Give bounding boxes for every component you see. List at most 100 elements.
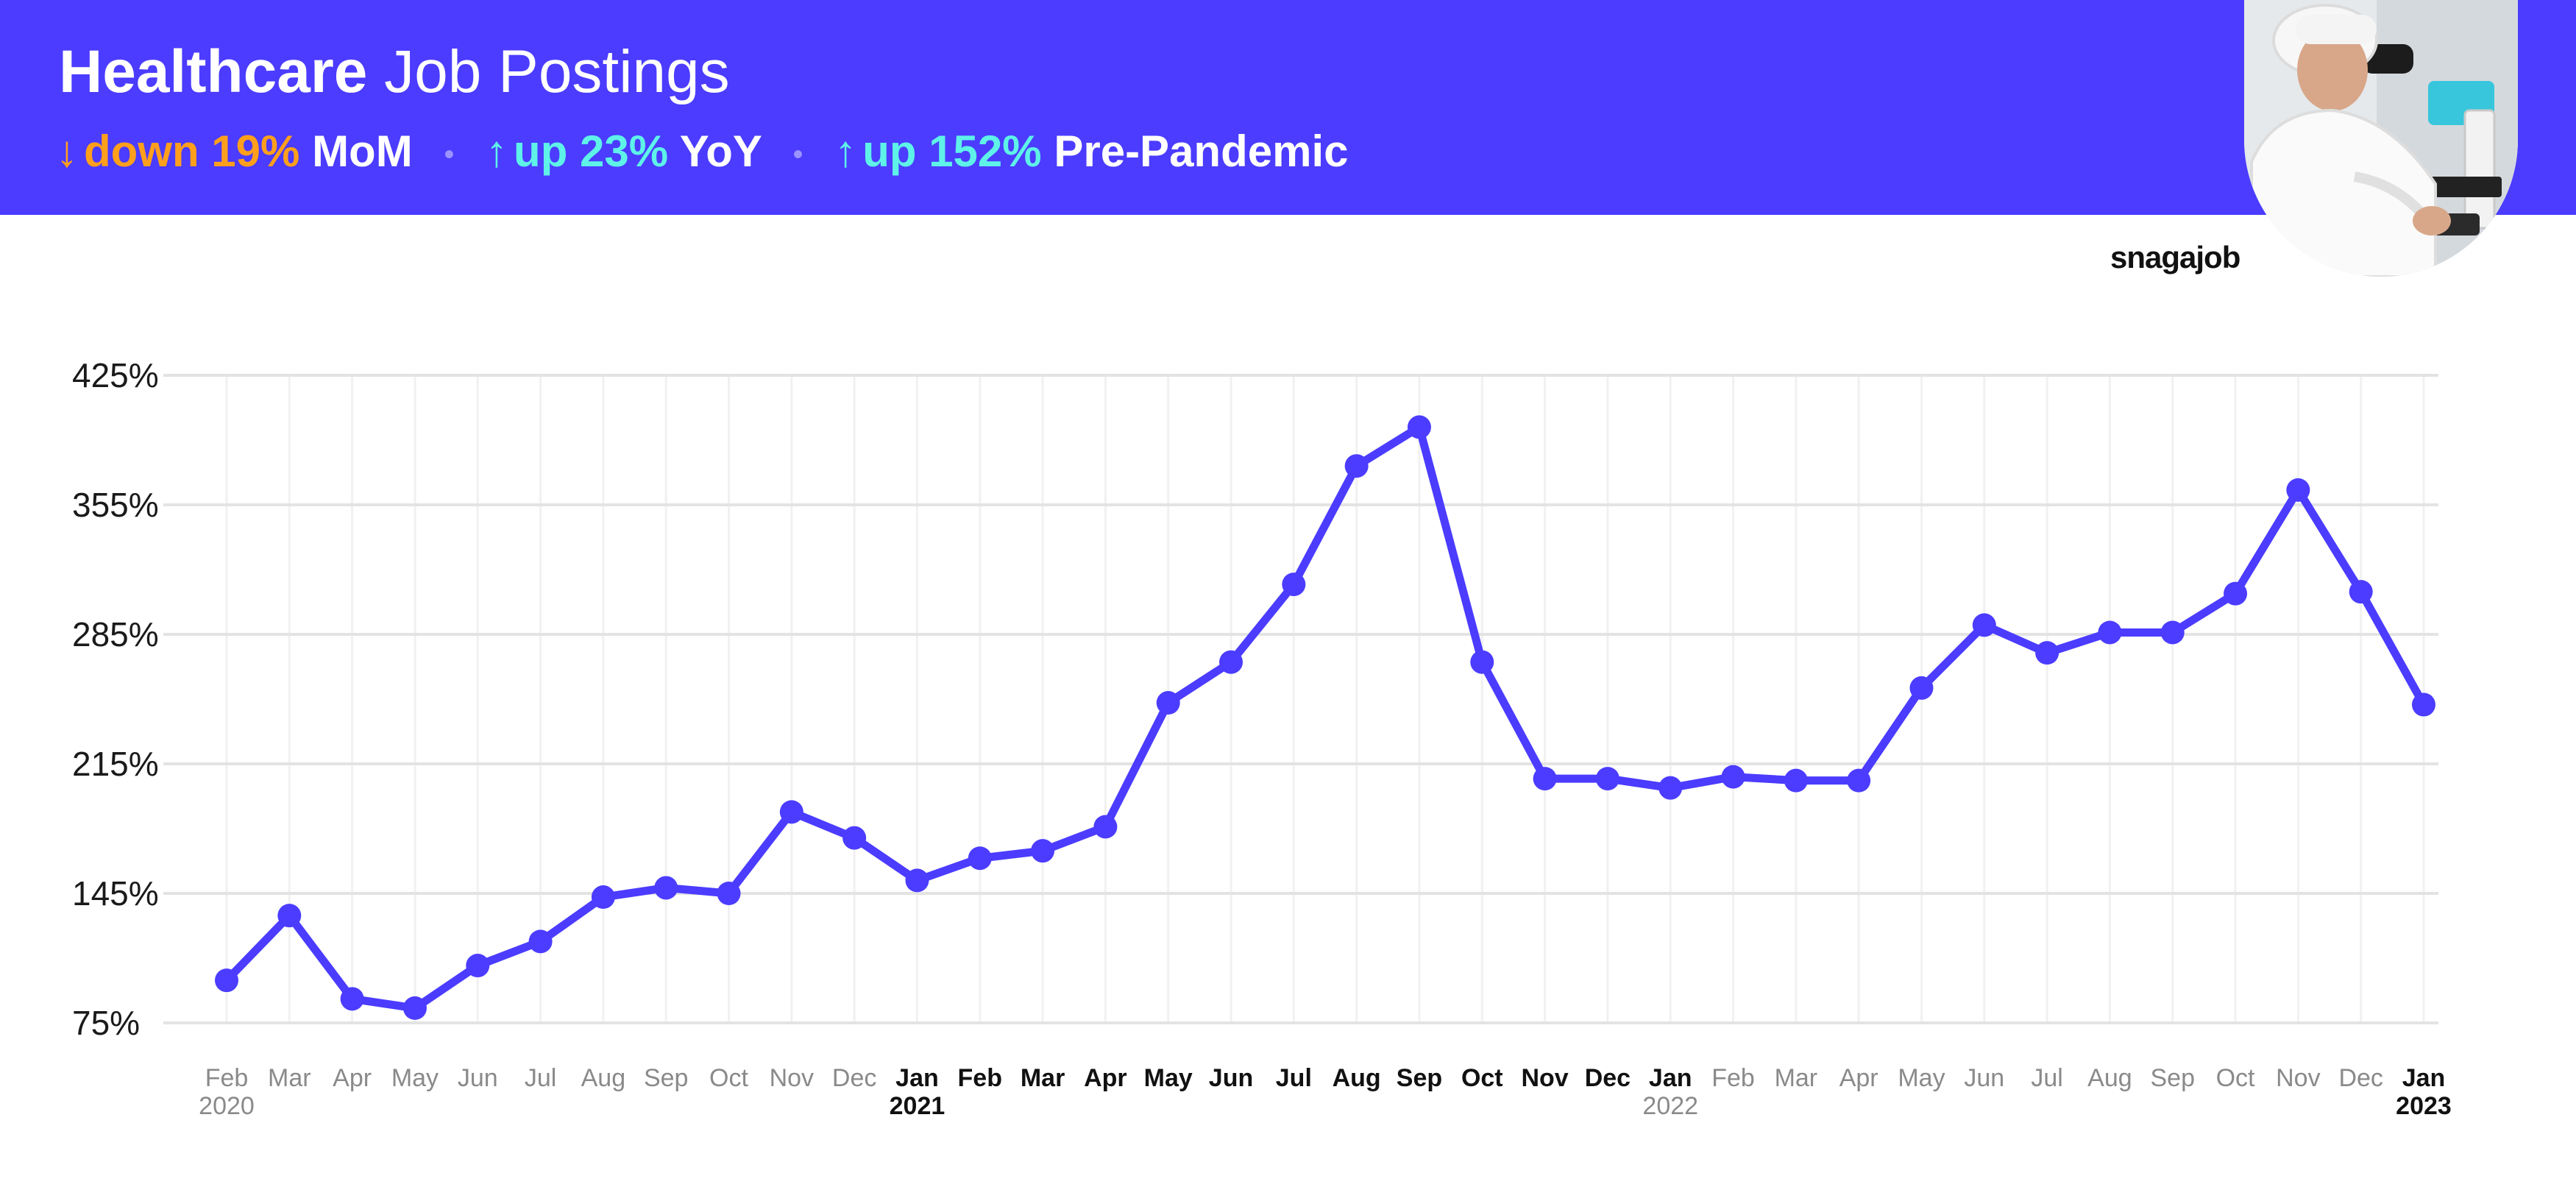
data-point: [1533, 767, 1557, 791]
title-bold: Healthcare: [59, 38, 368, 105]
data-point: [2349, 580, 2373, 604]
stats-row: ↓ down 19% MoM • ↑ up 23% YoY • ↑ up 152% P…: [56, 122, 1349, 184]
data-point: [1909, 676, 1934, 700]
y-tick-label: 215%: [72, 745, 159, 783]
arrow-up-icon: ↑: [486, 127, 508, 176]
data-point: [905, 868, 929, 893]
x-tick-label: Dec: [832, 1064, 876, 1092]
data-point: [2412, 692, 2435, 717]
x-tick-label: Jun: [1964, 1064, 2004, 1092]
data-point: [1658, 776, 1683, 800]
data-point: [1282, 573, 1306, 597]
stat-pre-pandemic-value: up 152%: [862, 127, 1042, 176]
data-point: [1784, 768, 1808, 793]
x-tick-label: Mar: [268, 1064, 311, 1092]
x-tick-label: Jul: [1276, 1064, 1312, 1092]
x-tick-label: Jan: [2402, 1064, 2446, 1092]
data-point: [717, 882, 741, 905]
data-point: [2286, 478, 2310, 502]
x-tick-label: Mar: [1775, 1064, 1818, 1092]
x-year-label: 2020: [199, 1092, 255, 1120]
x-tick-label: Sep: [1397, 1064, 1442, 1092]
y-tick-label: 145%: [72, 874, 159, 913]
x-tick-label: Jun: [1209, 1064, 1253, 1092]
data-point: [1595, 767, 1619, 791]
x-tick-label: Dec: [2338, 1064, 2382, 1092]
x-year-label: 2023: [2396, 1092, 2452, 1120]
arrow-up-icon: ↑: [834, 127, 857, 176]
data-point: [779, 800, 803, 824]
x-tick-label: Apr: [1084, 1064, 1127, 1092]
data-point: [591, 885, 615, 910]
data-point: [277, 904, 302, 928]
data-point: [402, 996, 427, 1020]
stat-yoy-value: up 23%: [514, 127, 669, 176]
microscope-scientist-illustration: [2244, 0, 2518, 277]
y-tick-label: 75%: [72, 1004, 140, 1042]
x-tick-label: Dec: [1585, 1064, 1631, 1092]
x-year-label: 2022: [1642, 1092, 1698, 1120]
stat-pre-pandemic-label: Pre-Pandemic: [1054, 127, 1349, 176]
data-point: [2224, 581, 2248, 606]
data-point: [1344, 454, 1369, 478]
data-point: [528, 929, 553, 954]
x-tick-label: Feb: [958, 1064, 1002, 1092]
separator-dot: •: [444, 138, 455, 171]
x-tick-label: Apr: [333, 1064, 372, 1092]
y-tick-label: 285%: [72, 615, 159, 653]
header-banner: [0, 0, 2576, 215]
x-tick-label: Jul: [525, 1064, 556, 1092]
data-point: [654, 876, 678, 900]
stat-mom-label: MoM: [312, 127, 413, 176]
x-tick-label: Aug: [2087, 1064, 2132, 1092]
data-point: [1972, 613, 1996, 637]
y-tick-label: 425%: [72, 356, 159, 394]
x-tick-label: Jul: [2031, 1064, 2062, 1092]
data-point: [1219, 650, 1243, 674]
stat-mom-value: down 19%: [84, 127, 300, 176]
x-tick-label: Sep: [644, 1064, 689, 1092]
stat-yoy-label: YoY: [679, 127, 762, 176]
x-tick-label: May: [1144, 1064, 1193, 1092]
x-tick-label: Aug: [1333, 1064, 1381, 1092]
data-point: [1721, 765, 1745, 789]
x-tick-label: Apr: [1839, 1064, 1878, 1092]
brand-logo: snagajob: [2110, 240, 2240, 274]
stat-pre-pandemic: ↑ up 152% Pre-Pandemic: [834, 127, 1348, 176]
data-point: [1156, 691, 1180, 715]
x-tick-label: Feb: [1711, 1064, 1755, 1092]
data-point: [1407, 415, 1431, 439]
stat-mom: ↓ down 19% MoM: [56, 127, 425, 176]
x-tick-label: Sep: [2150, 1064, 2195, 1092]
data-point: [842, 826, 867, 850]
data-point: [340, 987, 364, 1011]
lab-scientist-photo: [2244, 0, 2518, 277]
x-tick-label: Aug: [581, 1064, 626, 1092]
x-tick-label: Jan: [895, 1064, 939, 1092]
x-tick-label: Nov: [1521, 1064, 1568, 1092]
x-tick-label: Oct: [2216, 1064, 2255, 1092]
arrow-down-icon: ↓: [56, 127, 78, 176]
data-point: [466, 954, 490, 978]
data-point: [968, 846, 992, 871]
data-point: [215, 968, 238, 993]
x-tick-label: May: [391, 1064, 439, 1092]
data-point: [1093, 815, 1118, 839]
separator-dot: •: [792, 138, 803, 171]
x-year-label: 2021: [890, 1092, 945, 1120]
data-point: [2098, 620, 2122, 645]
x-tick-label: Jan: [1649, 1064, 1692, 1092]
x-tick-label: Oct: [709, 1064, 748, 1092]
title-light: Job Postings: [384, 38, 730, 105]
x-tick-label: May: [1898, 1064, 1945, 1092]
x-tick-label: Nov: [770, 1064, 814, 1092]
series-line: [222, 422, 2428, 1013]
y-tick-label: 355%: [72, 486, 159, 524]
x-tick-label: Nov: [2276, 1064, 2320, 1092]
data-point: [2035, 641, 2059, 665]
x-tick-label: Oct: [1461, 1064, 1503, 1092]
data-point: [1470, 650, 1494, 674]
x-tick-label: Jun: [458, 1064, 498, 1092]
page-title: Healthcare Job Postings: [59, 35, 730, 109]
